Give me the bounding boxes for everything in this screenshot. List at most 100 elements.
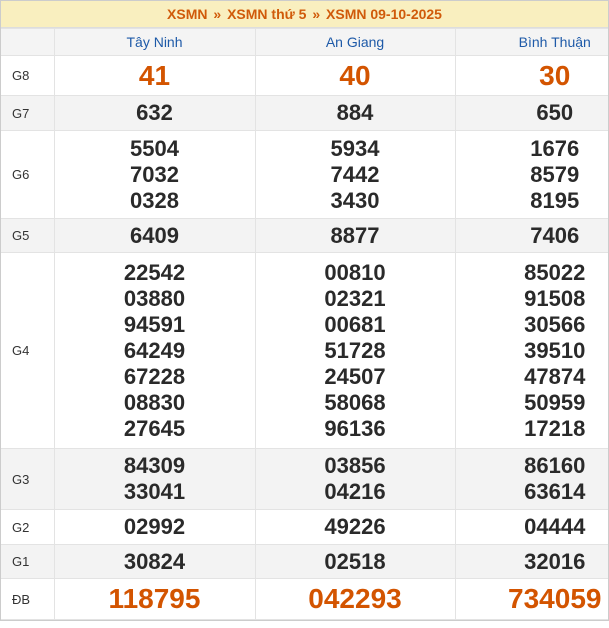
prize-number: 632 [136,100,173,125]
prize-label: G2 [1,509,55,545]
prize-cell: 6409 [53,218,256,253]
prize-cell: 7406 [454,218,608,253]
breadcrumb-current-date[interactable]: XSMN 09-10-2025 [326,6,442,22]
breadcrumb-link-weekday[interactable]: XSMN thứ 5 [227,6,307,22]
prize-cell: 49226 [254,509,456,545]
prize-cell: 02518 [254,544,456,579]
prize-number: 734059 [508,583,602,614]
province-header[interactable]: Tây Ninh [53,28,256,56]
prize-number: 04216 [324,479,386,504]
prize-number: 03856 [324,453,386,478]
prize-number: 41 [138,59,171,91]
prize-number: 7032 [130,161,179,187]
prize-row-g4: G4 22542 03880 94591 64249 67228 08830 27645 008… [1,252,608,449]
prize-number: 02518 [324,548,386,574]
prize-row-g8: G8 41 40 30 [1,55,608,96]
breadcrumb-separator: » [213,6,222,22]
prize-number: 8579 [530,161,580,187]
prize-cell: 84309 33041 [53,448,256,510]
prize-number: 5934 [330,135,380,161]
prize-row-g6: G6 5504 7032 0328 5934 7442 3430 1676 8579 8195 [1,130,608,219]
prize-number: 5504 [130,135,179,161]
prize-cell: 1676 8579 8195 [454,130,608,219]
prize-number: 6409 [130,222,179,248]
prize-label: G7 [1,95,55,131]
prize-label: G4 [1,252,55,449]
prize-number: 03880 [123,285,186,311]
prize-label: G5 [1,218,55,253]
prize-cell: 8877 [254,218,456,253]
prize-number: 85022 [524,259,586,285]
prize-number: 30566 [524,311,586,337]
prize-cell: 32016 [454,544,608,579]
prize-cell: 04444 [454,509,608,545]
prize-cell: 5934 7442 3430 [254,130,456,219]
prize-number: 30824 [123,548,186,574]
prize-number: 00681 [324,311,386,337]
prize-cell: 02992 [53,509,256,545]
prize-cell: 734059 [454,578,608,620]
prize-number: 7406 [530,222,580,248]
prize-row-g7: G7 632 884 650 [1,95,608,131]
prize-cell: 40 [254,55,456,96]
prize-number: 67228 [123,363,186,389]
prize-number: 7442 [330,161,380,187]
prize-number: 84309 [123,453,186,478]
prize-number: 1676 [530,135,580,161]
prize-row-g5: G5 6409 8877 7406 [1,218,608,253]
prize-cell: 86160 63614 [454,448,608,510]
corner-cell [1,28,55,56]
prize-number: 27645 [123,415,186,441]
results-table: Tây Ninh An Giang Bình Thuận G8 41 40 30 G7 6… [1,28,608,620]
prize-label: G1 [1,544,55,579]
prize-number: 40 [339,59,371,91]
prize-number: 17218 [524,415,586,441]
prize-label: G8 [1,55,55,96]
prize-number: 91508 [524,285,586,311]
prize-number: 63614 [524,479,586,504]
prize-row-special: ĐB 118795 042293 734059 [1,578,608,620]
prize-number: 51728 [324,337,386,363]
prize-number: 30 [539,59,571,91]
prize-number: 39510 [524,337,586,363]
prize-cell: 30 [454,55,608,96]
province-header[interactable]: An Giang [254,28,456,56]
province-header-row: Tây Ninh An Giang Bình Thuận [1,28,608,56]
prize-number: 49226 [324,514,386,539]
prize-row-g3: G3 84309 33041 03856 04216 86160 63614 [1,448,608,510]
prize-number: 02321 [324,285,386,311]
prize-number: 94591 [123,311,186,337]
prize-cell: 884 [254,95,456,131]
prize-row-g2: G2 02992 49226 04444 [1,509,608,545]
prize-cell: 00810 02321 00681 51728 24507 58068 96136 [254,252,456,449]
prize-number: 47874 [524,363,586,389]
prize-number: 0328 [130,187,179,213]
prize-label: G3 [1,448,55,510]
breadcrumb-separator: » [312,6,321,22]
prize-cell: 5504 7032 0328 [53,130,256,219]
prize-cell: 632 [53,95,256,131]
breadcrumb: XSMN » XSMN thứ 5 » XSMN 09-10-2025 [1,1,608,28]
prize-number: 8877 [330,222,380,248]
prize-number: 24507 [324,363,386,389]
prize-cell: 03856 04216 [254,448,456,510]
breadcrumb-link-xsmn[interactable]: XSMN [167,6,208,22]
province-header[interactable]: Bình Thuận [454,28,608,56]
prize-row-g1: G1 30824 02518 32016 [1,544,608,579]
prize-number: 3430 [330,187,380,213]
prize-cell: 85022 91508 30566 39510 47874 50959 17218 [454,252,608,449]
prize-number: 118795 [108,583,201,614]
prize-number: 32016 [524,548,586,574]
prize-label: ĐB [1,578,55,620]
prize-number: 884 [336,100,374,125]
prize-number: 50959 [524,389,586,415]
prize-number: 86160 [524,453,586,478]
prize-number: 00810 [324,259,386,285]
prize-number: 042293 [308,583,402,614]
prize-number: 64249 [123,337,186,363]
prize-number: 22542 [123,259,186,285]
prize-cell: 118795 [53,578,256,620]
prize-cell: 22542 03880 94591 64249 67228 08830 27645 [53,252,256,449]
prize-cell: 042293 [254,578,456,620]
